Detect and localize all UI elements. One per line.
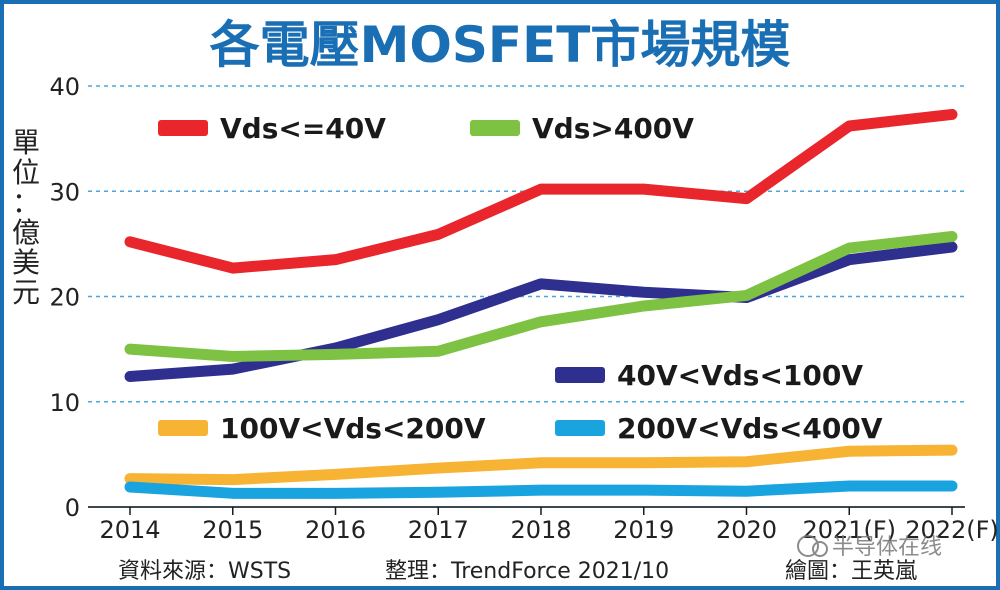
y-tick-label: 40	[49, 73, 80, 101]
x-tick-label: 2020	[716, 516, 777, 544]
legend-swatch-3	[158, 420, 208, 436]
x-tick-label: 2015	[202, 516, 263, 544]
x-tick-label: 2016	[305, 516, 366, 544]
y-tick-label: 30	[49, 178, 80, 206]
series-line-0	[124, 108, 958, 274]
legend-label-3: 100V<Vds<200V	[220, 412, 486, 445]
legend-label-2: 40V<Vds<100V	[617, 359, 863, 392]
series-layer	[124, 108, 958, 499]
x-tick-label: 2017	[408, 516, 469, 544]
series-line-4	[124, 480, 958, 499]
x-tick-label: 2021(F)	[802, 516, 896, 544]
legend-swatch-1	[470, 120, 520, 136]
y-label-char: 億	[12, 216, 40, 249]
legend-swatch-2	[555, 367, 605, 383]
legend-label-0: Vds<=40V	[220, 112, 386, 145]
watermark-icon	[797, 535, 819, 557]
legend-swatch-0	[158, 120, 208, 136]
y-label-char: 元	[12, 276, 40, 309]
y-label-char: 美	[12, 246, 40, 279]
watermark: 半导体在线	[797, 535, 942, 560]
y-tick-label: 0	[65, 494, 80, 522]
footer-arranged: 整理：TrendForce 2021/10	[385, 559, 669, 584]
watermark-text: 半导体在线	[832, 535, 942, 560]
y-label-char: ：	[12, 186, 40, 219]
footer-source: 資料來源：WSTS	[118, 559, 291, 584]
y-label-char: 位	[12, 156, 40, 189]
y-tick-layer: 0 10 20 30 40	[49, 73, 80, 522]
y-tick-label: 20	[49, 284, 80, 312]
series-line-1	[124, 231, 958, 362]
watermark-icon-small	[812, 541, 828, 557]
y-tick-label: 10	[49, 389, 80, 417]
x-tick-label: 2019	[613, 516, 674, 544]
y-axis-label: 單位：億美元	[12, 126, 40, 309]
x-tick-layer: 2014 2015 2016 2017 2018 2019 2020 2021(F) 2022(…	[99, 507, 999, 544]
legend-label-1: Vds>400V	[532, 112, 694, 145]
grid-layer	[88, 85, 965, 508]
series-line-3	[124, 444, 958, 486]
legend-label-4: 200V<Vds<400V	[617, 412, 883, 445]
x-tick-label: 2014	[99, 516, 160, 544]
x-tick-label: 2018	[510, 516, 571, 544]
series-line-2	[124, 241, 958, 382]
x-tick-label: 2022(F)	[905, 516, 999, 544]
legend-swatch-4	[555, 420, 605, 436]
y-label-char: 單	[12, 126, 40, 159]
legend-layer: Vds<=40V Vds>400V 40V<Vds<100V 100V<Vds<200…	[158, 112, 883, 445]
chart-title: 各電壓MOSFET市場規模	[210, 16, 791, 74]
footer-drawn: 繪圖：王英嵐	[785, 559, 917, 584]
